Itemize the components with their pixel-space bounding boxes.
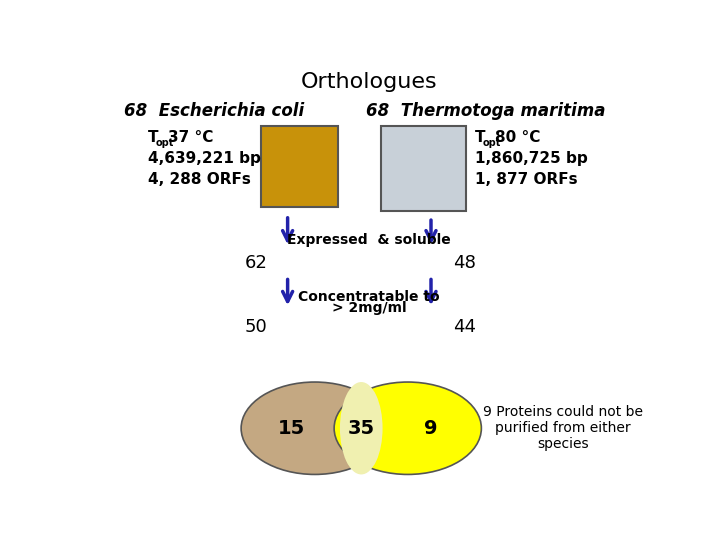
Text: opt: opt	[483, 138, 501, 147]
Text: 4,639,221 bp: 4,639,221 bp	[148, 151, 261, 166]
Text: 1, 877 ORFs: 1, 877 ORFs	[475, 172, 577, 187]
Text: Orthologues: Orthologues	[301, 72, 437, 92]
Bar	[261, 126, 338, 207]
Text: 68  Escherichia coli: 68 Escherichia coli	[124, 102, 304, 120]
Ellipse shape	[340, 382, 382, 475]
Text: 9 Proteins could not be
purified from either
species: 9 Proteins could not be purified from ei…	[482, 405, 643, 451]
Text: 62: 62	[245, 254, 268, 273]
Text: > 2mg/ml: > 2mg/ml	[332, 301, 406, 315]
Bar	[381, 126, 466, 211]
Ellipse shape	[241, 382, 388, 475]
Text: 1,860,725 bp: 1,860,725 bp	[475, 151, 588, 166]
Text: 35: 35	[348, 418, 375, 438]
Ellipse shape	[334, 382, 482, 475]
Text: T: T	[475, 130, 486, 145]
Text: 4, 288 ORFs: 4, 288 ORFs	[148, 172, 251, 187]
Text: 44: 44	[453, 318, 476, 335]
Text: 37 °C: 37 °C	[168, 130, 214, 145]
Text: Concentratable to: Concentratable to	[298, 291, 440, 305]
Text: opt: opt	[156, 138, 174, 147]
Text: 50: 50	[245, 318, 268, 335]
Text: Expressed  & soluble: Expressed & soluble	[287, 233, 451, 247]
Text: 48: 48	[453, 254, 476, 273]
Text: 80 °C: 80 °C	[495, 130, 541, 145]
Text: 68  Thermotoga maritima: 68 Thermotoga maritima	[366, 102, 605, 120]
Text: T: T	[148, 130, 158, 145]
Text: 15: 15	[278, 418, 305, 438]
Text: 9: 9	[424, 418, 438, 438]
